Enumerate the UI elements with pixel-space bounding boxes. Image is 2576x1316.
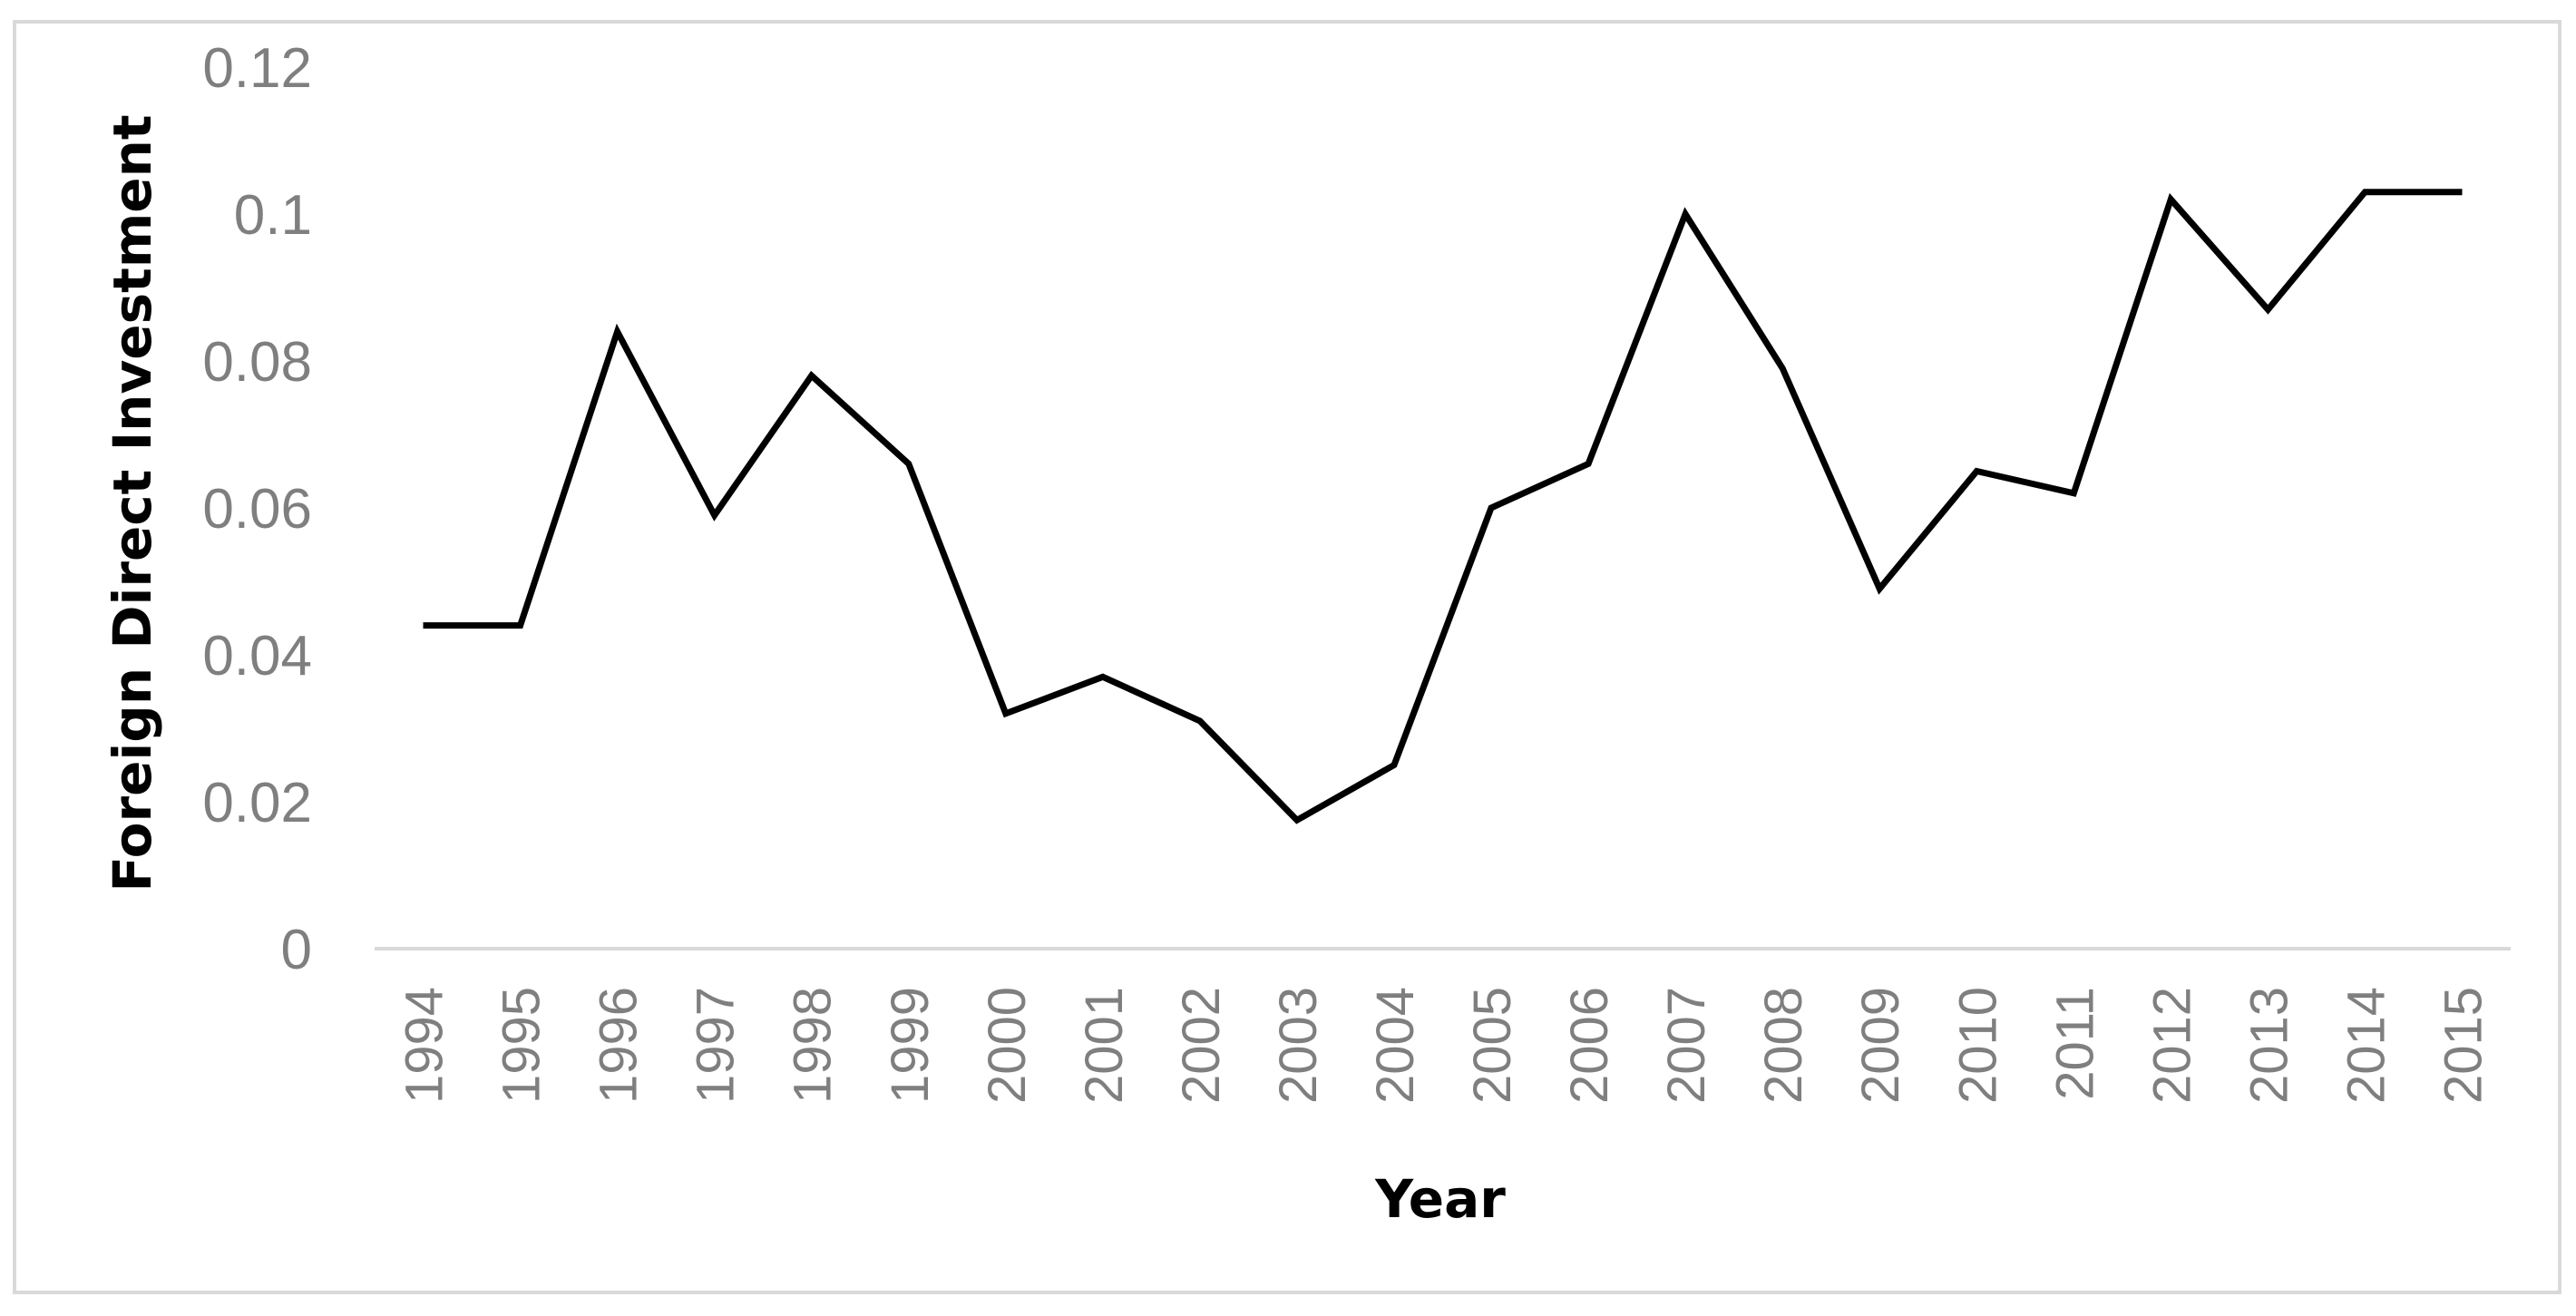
x-tick-label: 2000: [978, 987, 1037, 1104]
y-tick-label: 0.12: [202, 37, 312, 100]
x-tick-label: 2008: [1754, 987, 1813, 1104]
x-tick-label: 2015: [2434, 987, 2493, 1104]
x-tick-label: 2012: [2142, 987, 2201, 1104]
x-axis-ticks: 1994 1995 1996 1997 1998 1999 2000 2001 2002 2003…: [395, 987, 2493, 1104]
x-tick-label: 1998: [784, 987, 843, 1104]
y-axis-ticks: 0 0.02 0.04 0.06 0.08 0.1 0.12: [202, 37, 312, 981]
x-tick-label: 1999: [881, 987, 940, 1104]
x-tick-label: 1994: [395, 987, 454, 1104]
x-tick-label: 2010: [1948, 987, 2007, 1104]
x-tick-label: 2009: [1851, 987, 1910, 1104]
x-axis-title: Year: [1374, 1168, 1506, 1230]
y-tick-label: 0.06: [202, 478, 312, 541]
x-tick-label: 2014: [2337, 987, 2395, 1104]
x-tick-label: 2006: [1560, 987, 1619, 1104]
x-tick-label: 2007: [1657, 987, 1716, 1104]
x-tick-label: 2011: [2045, 987, 2104, 1100]
x-tick-label: 2001: [1075, 987, 1134, 1104]
x-tick-label: 2004: [1366, 987, 1425, 1104]
x-tick-label: 1996: [590, 987, 649, 1104]
x-tick-label: 2013: [2239, 987, 2298, 1104]
x-tick-label: 1997: [687, 987, 746, 1104]
y-tick-label: 0.08: [202, 331, 312, 394]
chart-frame: [13, 20, 2561, 1294]
y-tick-label: 0.02: [202, 772, 312, 834]
x-tick-label: 2002: [1172, 987, 1231, 1104]
x-tick-label: 1995: [493, 987, 551, 1104]
x-tick-label: 2003: [1269, 987, 1328, 1104]
series-line: [423, 189, 2463, 824]
y-axis-title: Foreign Direct Investment: [102, 114, 163, 892]
x-tick-label: 2005: [1463, 987, 1522, 1104]
y-tick-label: 0.1: [234, 184, 312, 247]
y-tick-label: 0: [281, 919, 312, 981]
y-tick-label: 0.04: [202, 625, 312, 687]
